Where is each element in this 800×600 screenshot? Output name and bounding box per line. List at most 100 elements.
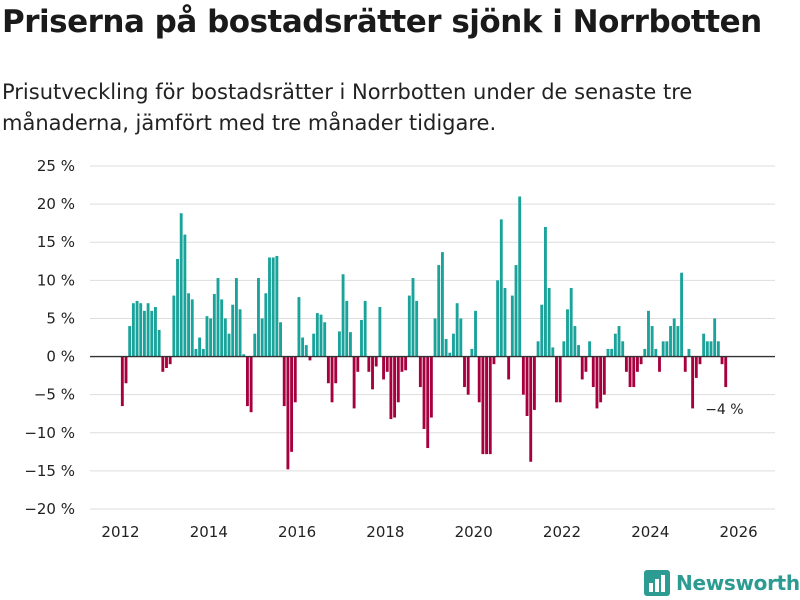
bar bbox=[293, 356, 297, 403]
bar bbox=[404, 356, 408, 371]
x-tick-label: 2014 bbox=[190, 523, 228, 541]
bar bbox=[367, 356, 371, 372]
bar bbox=[477, 356, 481, 403]
bar bbox=[407, 295, 411, 357]
newsworthy-logo-icon bbox=[644, 570, 670, 596]
bar bbox=[341, 274, 345, 357]
bar bbox=[448, 352, 452, 357]
bar bbox=[577, 345, 580, 357]
bar bbox=[279, 322, 282, 357]
bar bbox=[238, 309, 242, 357]
bar bbox=[716, 341, 720, 357]
bar bbox=[709, 341, 713, 357]
bar bbox=[411, 278, 415, 357]
y-tick-label: 25 % bbox=[37, 157, 75, 175]
bar bbox=[444, 339, 448, 357]
bar bbox=[371, 356, 374, 390]
bar bbox=[514, 265, 518, 357]
bar bbox=[418, 356, 422, 388]
bar bbox=[312, 333, 316, 357]
bar bbox=[337, 331, 341, 357]
bar bbox=[683, 356, 687, 372]
bar bbox=[264, 293, 268, 357]
bar bbox=[429, 356, 433, 418]
bar bbox=[349, 332, 352, 357]
bar bbox=[330, 356, 334, 403]
bar bbox=[724, 356, 728, 388]
bar bbox=[437, 265, 441, 357]
bar bbox=[168, 356, 172, 365]
bar bbox=[459, 318, 463, 357]
bar bbox=[282, 356, 286, 407]
bar bbox=[632, 356, 636, 388]
bar bbox=[647, 310, 650, 357]
bar bbox=[621, 341, 625, 357]
bar bbox=[382, 356, 385, 380]
bar bbox=[573, 326, 577, 357]
bar bbox=[172, 295, 176, 357]
bar bbox=[165, 356, 168, 368]
bar bbox=[591, 356, 595, 388]
bar bbox=[492, 356, 496, 365]
bar bbox=[669, 326, 672, 357]
bar bbox=[220, 299, 224, 357]
y-tick-label: −10 % bbox=[24, 424, 75, 442]
bar bbox=[363, 300, 367, 357]
bar bbox=[139, 303, 143, 357]
y-axis-labels: 25 % 20 % 15 % 10 % 5 % 0 % −5 % −10 % −15 % −20 … bbox=[24, 157, 75, 518]
bar bbox=[499, 219, 503, 357]
brand-name: Newsworthy bbox=[676, 571, 800, 595]
bar bbox=[551, 347, 555, 357]
brand-logo: Newsworthy bbox=[644, 567, 800, 599]
bar bbox=[183, 234, 187, 357]
bar bbox=[488, 356, 492, 455]
bar bbox=[179, 213, 183, 357]
x-tick-label: 2012 bbox=[101, 523, 139, 541]
bar bbox=[345, 300, 349, 357]
bar bbox=[507, 356, 511, 380]
bar bbox=[400, 356, 404, 372]
bar bbox=[150, 310, 154, 357]
bar bbox=[562, 341, 566, 357]
bar bbox=[485, 356, 489, 455]
bar bbox=[536, 341, 540, 357]
bar bbox=[624, 356, 628, 372]
bar bbox=[201, 348, 205, 357]
bar bbox=[190, 299, 194, 357]
bar bbox=[268, 257, 271, 357]
bar bbox=[209, 318, 213, 357]
bar bbox=[308, 356, 312, 361]
bar bbox=[503, 287, 507, 357]
bar bbox=[676, 326, 680, 357]
bar bbox=[187, 293, 190, 357]
bar bbox=[326, 356, 330, 384]
bar bbox=[227, 333, 231, 357]
bar bbox=[271, 257, 275, 357]
y-tick-label: 5 % bbox=[46, 309, 75, 327]
bar bbox=[231, 304, 235, 357]
bar bbox=[606, 348, 610, 357]
bar bbox=[422, 356, 426, 429]
bar bbox=[588, 341, 592, 357]
bar bbox=[146, 303, 150, 357]
bar bbox=[242, 354, 246, 357]
chart-subtitle: Prisutveckling för bostadsrätter i Norrb… bbox=[2, 80, 693, 135]
bar bbox=[297, 297, 301, 357]
bar bbox=[194, 348, 198, 357]
y-tick-label: −5 % bbox=[34, 386, 75, 404]
bar bbox=[466, 356, 470, 395]
x-tick-label: 2016 bbox=[278, 523, 316, 541]
bar bbox=[396, 356, 400, 403]
bar bbox=[643, 348, 647, 357]
bar bbox=[654, 348, 658, 357]
bar bbox=[385, 356, 389, 372]
bar bbox=[650, 326, 654, 357]
bar bbox=[161, 356, 165, 372]
bar bbox=[547, 287, 551, 357]
bar bbox=[694, 356, 698, 378]
bar bbox=[555, 356, 558, 403]
bar bbox=[525, 356, 529, 417]
bar bbox=[253, 333, 257, 357]
gridlines bbox=[90, 165, 775, 510]
chart-title: Priserna på bostadsrätter sjönk i Norrbo… bbox=[2, 4, 762, 40]
